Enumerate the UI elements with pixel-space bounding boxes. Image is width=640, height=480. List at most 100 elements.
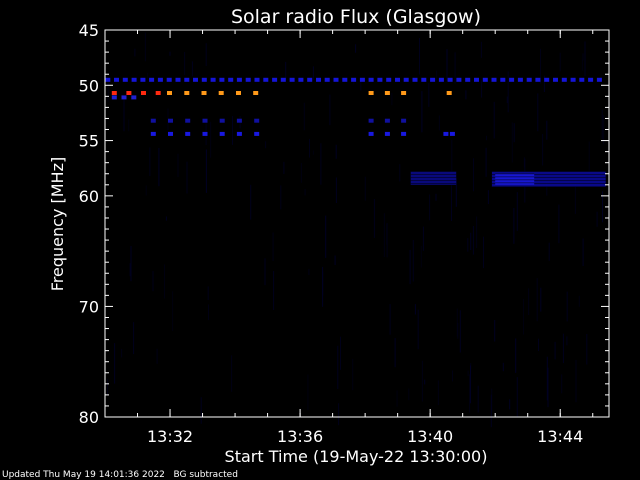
emission-dot xyxy=(500,77,506,82)
noise-streak xyxy=(417,309,419,350)
noise-streak xyxy=(309,138,310,158)
noise-streak xyxy=(490,394,492,428)
emission-dot xyxy=(184,91,190,95)
noise-streak xyxy=(383,213,385,257)
y-axis-label: Frequency [MHz] xyxy=(48,157,67,291)
noise-streak xyxy=(467,238,469,252)
noise-streak xyxy=(265,141,267,149)
emission-dot xyxy=(111,91,117,95)
emission-dot xyxy=(421,77,427,82)
noise-streak xyxy=(562,333,564,364)
noise-streak xyxy=(107,379,108,395)
noise-streak xyxy=(335,144,337,159)
noise-streak xyxy=(373,199,375,238)
emission-dot xyxy=(236,77,242,82)
x-axis-label: Start Time (19-May-22 13:30:00) xyxy=(225,447,488,466)
noise-streak xyxy=(546,182,548,196)
noise-streak xyxy=(559,52,561,72)
noise-streak xyxy=(494,320,496,342)
emission-dot xyxy=(245,77,251,82)
noise-streak xyxy=(472,226,474,255)
emission-dot xyxy=(184,77,190,82)
emission-dot xyxy=(150,118,156,123)
noise-streak xyxy=(320,143,322,185)
footer-status: Updated Thu May 19 14:01:36 2022 BG subt… xyxy=(2,470,238,480)
emission-dot xyxy=(368,77,374,82)
noise-streak xyxy=(516,192,518,231)
noise-streak xyxy=(352,358,354,391)
noise-streak xyxy=(507,71,509,113)
emission-dot xyxy=(166,77,172,82)
noise-streak xyxy=(424,379,426,385)
y-tick-label: 70 xyxy=(79,297,99,316)
emission-dot xyxy=(307,77,313,82)
noise-streak xyxy=(158,148,160,187)
noise-streak xyxy=(412,240,414,282)
noise-streak xyxy=(513,123,515,143)
noise-streak xyxy=(232,116,233,145)
emission-dot xyxy=(438,77,444,82)
noise-streak xyxy=(200,397,202,424)
noise-streak xyxy=(515,338,517,373)
noise-streak xyxy=(340,336,341,370)
y-tick-label: 80 xyxy=(79,408,99,427)
noise-streak xyxy=(477,385,479,413)
emission-dot xyxy=(384,91,390,95)
noise-streak xyxy=(210,121,212,158)
emission-dot xyxy=(126,91,132,95)
noise-streak xyxy=(329,94,331,126)
emission-dot xyxy=(167,91,172,95)
noise-streak xyxy=(566,291,568,322)
noise-streak xyxy=(335,177,337,203)
noise-streak xyxy=(486,135,487,141)
noise-streak xyxy=(205,149,207,193)
noise-streak xyxy=(546,120,548,140)
noise-streak xyxy=(554,341,556,360)
emission-dot xyxy=(254,131,260,136)
noise-streak xyxy=(578,295,580,307)
emission-dot xyxy=(254,77,260,82)
noise-streak xyxy=(582,53,584,61)
noise-streak xyxy=(123,97,125,132)
noise-streak xyxy=(487,190,489,205)
noise-streak xyxy=(283,161,285,174)
noise-streak xyxy=(511,122,513,163)
noise-streak xyxy=(169,51,171,56)
noise-streak xyxy=(231,355,233,392)
noise-streak xyxy=(548,242,550,261)
noise-streak xyxy=(419,38,420,75)
emission-patch xyxy=(410,171,457,185)
y-tick-label: 55 xyxy=(79,132,99,151)
emission-dot xyxy=(111,95,117,100)
noise-streak xyxy=(312,150,314,155)
noise-streak xyxy=(389,304,391,335)
noise-streak xyxy=(391,92,393,106)
noise-streak xyxy=(446,49,448,82)
noise-streak xyxy=(191,61,193,77)
emission-dot xyxy=(351,77,357,82)
noise-streak xyxy=(408,388,410,401)
emission-dot xyxy=(157,77,163,82)
noise-streak xyxy=(536,278,538,322)
emission-dot xyxy=(368,131,374,136)
noise-streak xyxy=(422,226,424,251)
noise-streak xyxy=(325,215,327,258)
emission-dot xyxy=(401,91,407,95)
emission-dot xyxy=(449,131,455,136)
noise-streak xyxy=(465,90,467,100)
emission-dot xyxy=(333,77,339,82)
noise-streak xyxy=(144,32,146,62)
emission-dot xyxy=(140,77,146,82)
noise-streak xyxy=(588,141,590,186)
noise-streak xyxy=(493,101,495,139)
noise-streak xyxy=(455,178,457,207)
emission-dot xyxy=(368,118,374,123)
emission-dot xyxy=(395,77,400,82)
noise-streak xyxy=(145,185,147,196)
noise-streak xyxy=(399,164,401,182)
emission-dot xyxy=(236,118,242,123)
noise-streak xyxy=(528,288,530,315)
plot-frame xyxy=(104,29,610,418)
emission-dot xyxy=(377,77,383,82)
noise-streak xyxy=(476,216,478,248)
